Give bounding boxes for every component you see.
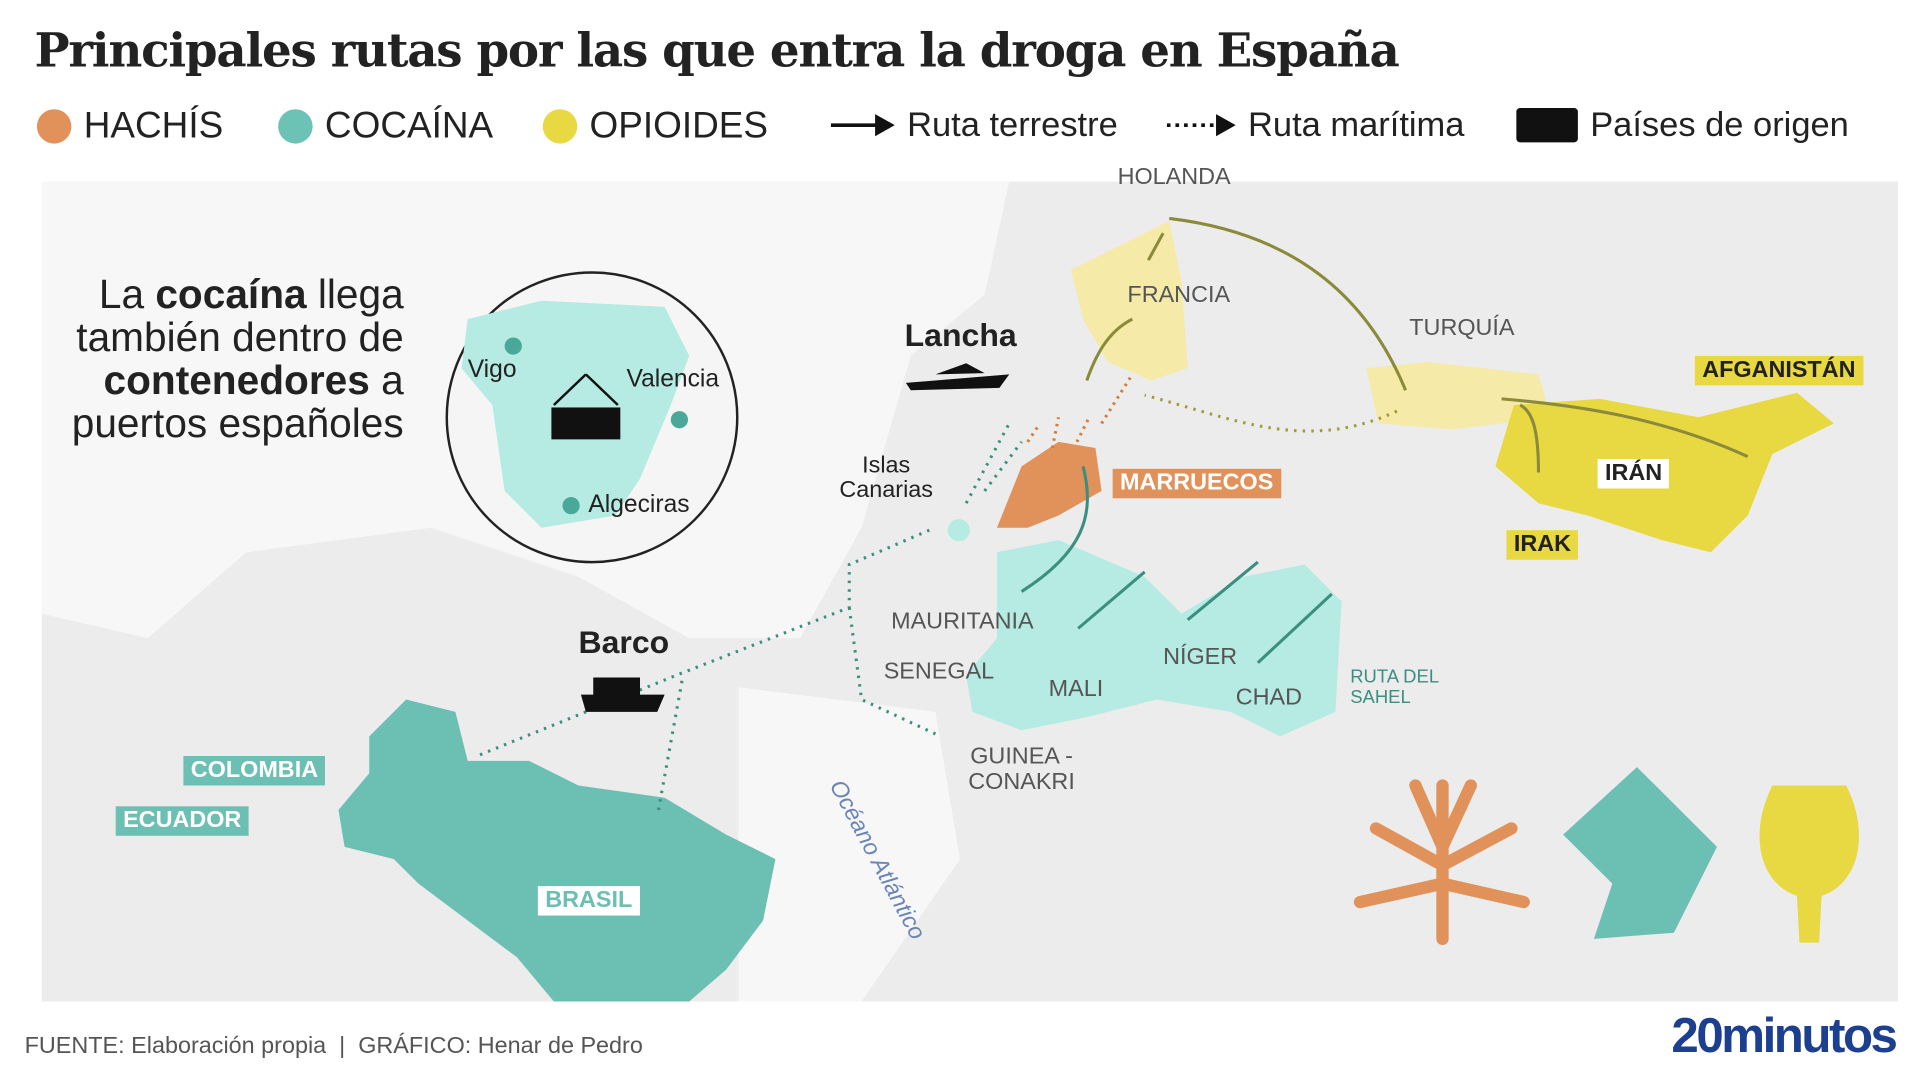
page-title: Principales rutas por las que entra la d… xyxy=(34,22,1399,78)
origin-afganistan: AFGANISTÁN xyxy=(1694,355,1863,386)
black-box-icon xyxy=(1516,108,1578,143)
port-valencia-label: Valencia xyxy=(626,365,720,393)
canarias-shape xyxy=(947,519,970,542)
ship-icon xyxy=(580,677,665,712)
yellow-dot-icon xyxy=(542,109,578,144)
label-holanda: HOLANDA xyxy=(1117,164,1231,191)
port-algeciras-dot xyxy=(562,497,580,515)
morocco-shape xyxy=(996,441,1102,528)
lancha-label: Lancha xyxy=(904,316,1017,354)
orange-dot-icon xyxy=(36,109,72,144)
container-note: La cocaína llega también dentro de conte… xyxy=(71,271,404,446)
teal-dot-icon xyxy=(278,109,313,144)
cocaine-razor-icon xyxy=(1563,767,1717,939)
land-route-afganistan xyxy=(1501,397,1749,473)
label-guinea: GUINEA -CONAKRI xyxy=(968,743,1075,796)
south-america-shape xyxy=(338,699,776,1002)
poppy-pod-icon xyxy=(1759,785,1860,943)
origin-colombia: COLOMBIA xyxy=(183,756,326,786)
origin-brasil: BRASIL xyxy=(537,886,640,916)
barco-label: Barco xyxy=(578,623,670,661)
legend-hachis: HACHÍS xyxy=(36,106,223,148)
sea-route-hachis xyxy=(1026,373,1134,449)
atlantic-area xyxy=(738,687,961,1002)
land-route-sahel xyxy=(1020,466,1333,664)
solid-arrow-icon xyxy=(830,114,895,137)
container-icon xyxy=(551,407,621,440)
legend-origin-countries: Países de origen xyxy=(1516,106,1849,145)
brand-logo: 20minutos xyxy=(1671,1008,1898,1063)
label-chad: CHAD xyxy=(1235,684,1302,711)
legend-cocaina: COCAÍNA xyxy=(278,106,493,148)
sea-route-guinea xyxy=(847,607,937,736)
cannabis-leaf-icon xyxy=(1353,779,1530,946)
origin-irak: IRAK xyxy=(1506,530,1579,560)
port-vigo-label: Vigo xyxy=(467,355,517,383)
sea-route-canarias xyxy=(964,422,1023,504)
legend-sea-route: Ruta marítima xyxy=(1166,106,1464,145)
land-route-francia xyxy=(1085,232,1165,381)
port-algeciras-label: Algeciras xyxy=(588,490,690,518)
label-francia: FRANCIA xyxy=(1127,282,1231,309)
label-turquia: TURQUÍA xyxy=(1409,315,1515,342)
label-niger: NÍGER xyxy=(1163,644,1238,671)
speedboat-icon xyxy=(905,363,1010,391)
label-senegal: SENEGAL xyxy=(883,659,995,685)
sea-route-turquia xyxy=(1144,393,1398,433)
origin-marruecos: MARRUECOS xyxy=(1112,468,1281,499)
source-footer: FUENTE: Elaboración propia | GRÁFICO: He… xyxy=(24,1033,643,1060)
crane-hook-icon xyxy=(553,373,619,406)
port-valencia-dot xyxy=(670,411,689,429)
legend-land-route: Ruta terrestre xyxy=(830,106,1118,145)
origin-ecuador: ECUADOR xyxy=(115,806,249,836)
label-mauritania: MAURITANIA xyxy=(891,608,1034,635)
origin-iran: IRÁN xyxy=(1597,459,1670,489)
turkey-shape xyxy=(1366,362,1551,430)
sahel-shape xyxy=(966,540,1342,737)
dotted-arrow-icon xyxy=(1166,114,1236,137)
land-route-holanda xyxy=(1169,216,1407,391)
legend-opioides: OPIOIDES xyxy=(542,106,768,148)
port-vigo-dot xyxy=(504,337,522,355)
france-shape xyxy=(1070,220,1188,381)
label-mali: MALI xyxy=(1048,676,1104,703)
label-sahel-route: RUTA DEL SAHEL xyxy=(1350,666,1439,709)
label-canarias: Islas Canarias xyxy=(839,452,934,504)
